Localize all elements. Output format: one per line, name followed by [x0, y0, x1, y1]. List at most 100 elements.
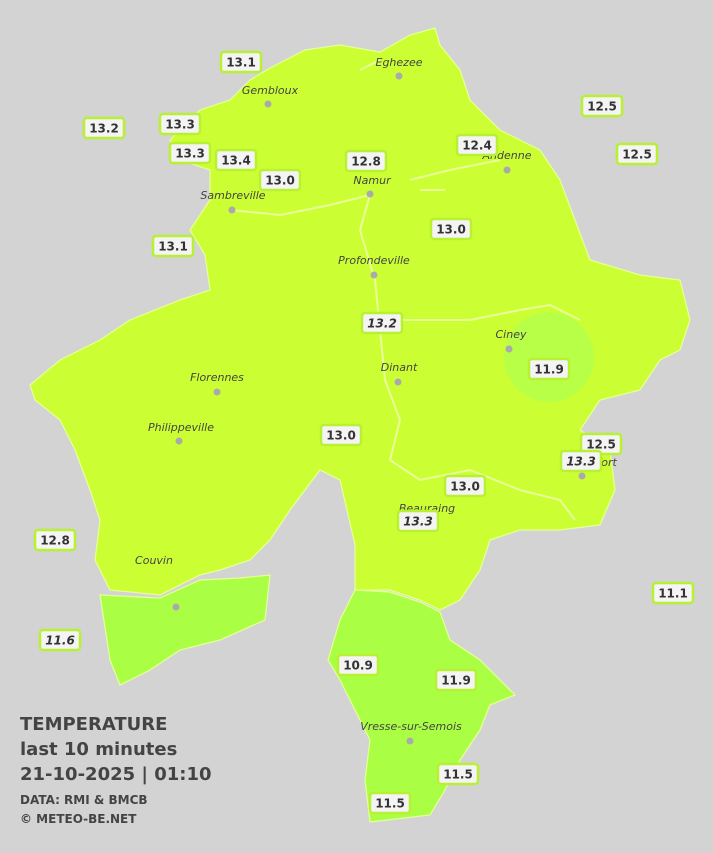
station-box [360, 311, 404, 335]
station-label: 11.6 [45, 634, 75, 648]
station: 12.5 [580, 94, 624, 118]
station-box [344, 149, 388, 173]
city-name: Sambreville [200, 189, 265, 202]
region-shapes [29, 27, 691, 823]
copyright: © METEO-BE.NET [20, 812, 137, 826]
stations: 13.1 13.2 13.3 13.3 13.4 13.0 12.8 12.4 12.5 12.5… [33, 50, 695, 815]
station-label: 12.4 [462, 139, 492, 153]
station-label: 13.3 [566, 455, 596, 469]
station: 13.0 [319, 423, 363, 447]
station: 13.3 [168, 141, 212, 165]
station-box [158, 112, 202, 136]
city-name: Dinant [381, 361, 418, 374]
station-label: 13.1 [158, 240, 188, 254]
subtitle: last 10 minutes [20, 739, 177, 760]
station: 11.5 [436, 762, 480, 786]
cities: EghezeeGemblouxAndenneNamurSambrevillePr… [135, 56, 617, 745]
city-dot [503, 166, 511, 174]
city-name: Florennes [190, 371, 244, 384]
station: 13.4 [214, 148, 258, 172]
station-label: 13.0 [436, 223, 466, 237]
station: 11.5 [368, 791, 412, 815]
station-box [33, 528, 77, 552]
city-name: Couvin [135, 554, 173, 567]
station: 11.9 [434, 668, 478, 692]
station: 12.8 [33, 528, 77, 552]
station-label: 13.2 [89, 122, 119, 136]
station-label: 11.5 [375, 797, 405, 811]
station: 11.1 [651, 581, 695, 605]
region-south-west [99, 574, 271, 686]
station: 11.6 [38, 628, 82, 652]
station: 13.2 [360, 311, 404, 335]
city-dot [370, 271, 378, 279]
city-dot [395, 72, 403, 80]
station-box [615, 142, 659, 166]
city-dot [366, 190, 374, 198]
station-label: 12.5 [586, 438, 616, 452]
city-name: Vresse-sur-Semois [360, 720, 462, 733]
station: 11.9 [527, 357, 571, 381]
station: 12.4 [455, 133, 499, 157]
station-label: 13.3 [175, 147, 205, 161]
station-label: 13.0 [326, 429, 356, 443]
rivers [229, 59, 581, 521]
station: 13.0 [443, 474, 487, 498]
region-north [29, 27, 691, 611]
city-name: Ciney [496, 328, 527, 341]
city-name: Namur [353, 174, 392, 187]
station-label: 12.8 [40, 534, 70, 548]
station-box [219, 50, 263, 74]
station-box [168, 141, 212, 165]
station-box [527, 357, 571, 381]
station: 13.2 [82, 116, 126, 140]
city-name: Philippeville [148, 421, 214, 434]
station-box [258, 168, 302, 192]
station: 13.0 [258, 168, 302, 192]
station-label: 13.2 [367, 317, 397, 331]
station-box [82, 116, 126, 140]
city-dot [394, 378, 402, 386]
city-name: Eghezee [376, 56, 423, 69]
station-box [336, 653, 380, 677]
station: 13.3 [559, 449, 603, 473]
station-box [319, 423, 363, 447]
cool-spot [504, 312, 594, 402]
station: 10.9 [336, 653, 380, 677]
station-box [396, 509, 440, 533]
station-label: 13.1 [226, 56, 256, 70]
station-label: 11.9 [534, 363, 564, 377]
station-label: 13.0 [450, 480, 480, 494]
city-dot [578, 472, 586, 480]
station-box [455, 133, 499, 157]
station-label: 13.4 [221, 154, 251, 168]
station-label: 11.9 [441, 674, 471, 688]
station: 13.1 [219, 50, 263, 74]
city-dot [406, 737, 414, 745]
station-label: 11.1 [658, 587, 688, 601]
station-box [443, 474, 487, 498]
station-label: 11.5 [443, 768, 473, 782]
station-label: 13.0 [265, 174, 295, 188]
station-label: 13.3 [403, 515, 433, 529]
city-dot [175, 437, 183, 445]
station-box [436, 762, 480, 786]
station: 13.0 [429, 217, 473, 241]
city-name: Gembloux [242, 84, 299, 97]
legend-text: TEMPERATURE last 10 minutes 21-10-2025 |… [20, 714, 212, 826]
city-dot [264, 100, 272, 108]
station-box [580, 94, 624, 118]
station-box [651, 581, 695, 605]
title: TEMPERATURE [20, 714, 167, 735]
station-box [151, 234, 195, 258]
station-box [368, 791, 412, 815]
city-dot [172, 603, 180, 611]
station-box [559, 449, 603, 473]
station-box [214, 148, 258, 172]
station-label: 13.3 [165, 118, 195, 132]
station: 12.8 [344, 149, 388, 173]
city-dot [505, 345, 513, 353]
station: 13.3 [396, 509, 440, 533]
station-box [434, 668, 478, 692]
